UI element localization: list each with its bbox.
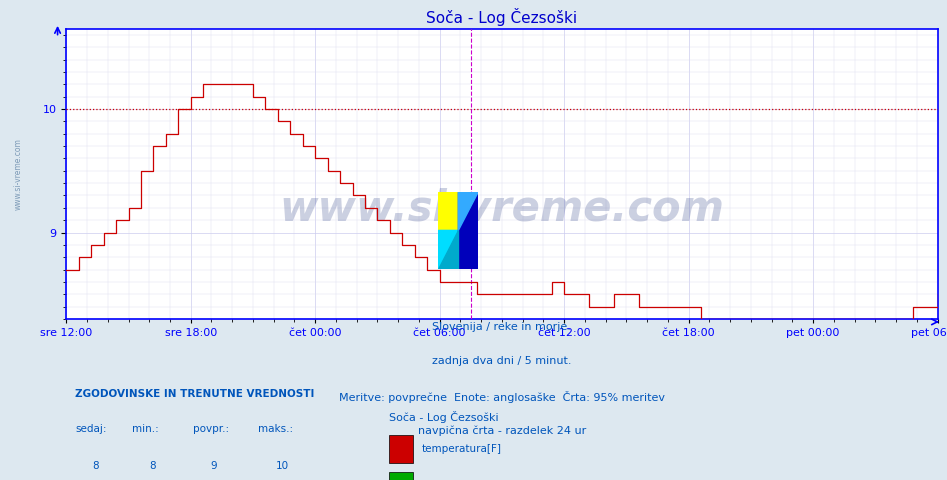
Polygon shape [438,230,458,269]
Bar [388,472,413,480]
Text: ZGODOVINSKE IN TRENUTNE VREDNOSTI: ZGODOVINSKE IN TRENUTNE VREDNOSTI [75,389,314,399]
Text: 10: 10 [276,461,289,471]
Text: www.si-vreme.com: www.si-vreme.com [14,138,23,210]
Text: zadnja dva dni / 5 minut.: zadnja dva dni / 5 minut. [432,357,572,366]
Text: Slovenija / reke in morje.: Slovenija / reke in morje. [433,322,571,332]
Bar [438,192,458,230]
Text: min.:: min.: [132,424,158,433]
Text: maks.:: maks.: [258,424,293,433]
Text: sedaj:: sedaj: [75,424,106,433]
Polygon shape [458,192,478,230]
Text: 8: 8 [149,461,155,471]
Text: povpr.:: povpr.: [192,424,229,433]
Polygon shape [438,230,458,269]
Text: 8: 8 [93,461,99,471]
Text: temperatura[F]: temperatura[F] [421,444,502,454]
Title: Soča - Log Čezsoški: Soča - Log Čezsoški [426,8,578,26]
Text: 9: 9 [210,461,217,471]
Bar [388,434,413,463]
Polygon shape [458,192,478,269]
Text: www.si-vreme.com: www.si-vreme.com [279,188,724,230]
Text: Soča - Log Čezsoški: Soča - Log Čezsoški [388,411,498,423]
Text: navpična črta - razdelek 24 ur: navpična črta - razdelek 24 ur [418,425,586,436]
Text: Meritve: povprečne  Enote: anglosaške  Črta: 95% meritev: Meritve: povprečne Enote: anglosaške Črt… [339,391,665,403]
